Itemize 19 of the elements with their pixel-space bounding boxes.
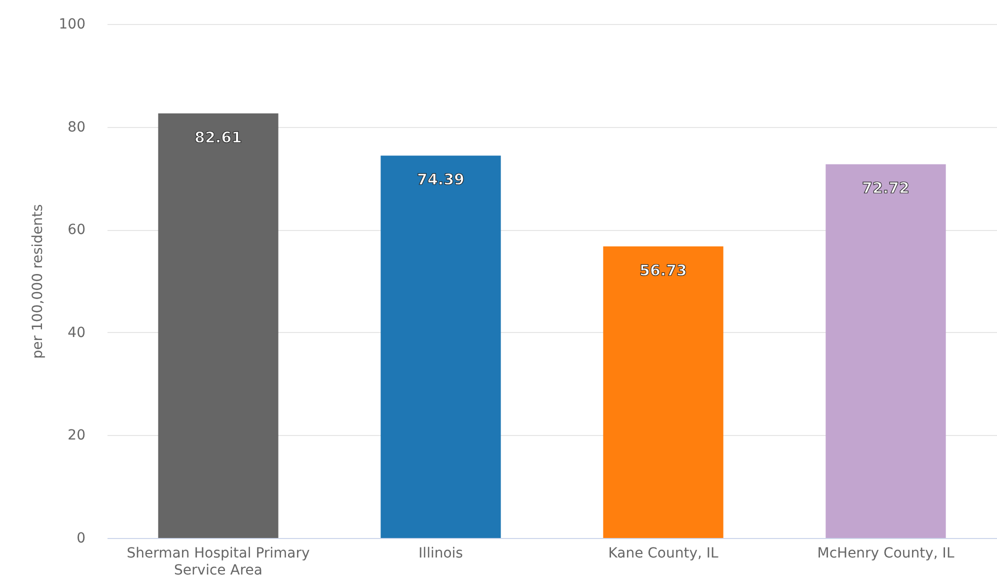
bar <box>158 113 278 538</box>
y-tick-label: 40 <box>68 324 86 341</box>
data-label: 82.61 <box>194 128 242 146</box>
x-tick-label: Illinois <box>418 546 463 562</box>
x-tick-label: Sherman Hospital Primary Service Area <box>126 546 310 578</box>
y-tick-label: 60 <box>68 222 86 238</box>
bar <box>826 164 946 538</box>
y-axis-title: per 100,000 residents <box>30 204 46 359</box>
x-tick-label: Kane County, IL <box>608 546 719 562</box>
data-label: 56.73 <box>640 261 687 280</box>
y-tick-label: 100 <box>58 16 86 32</box>
bar <box>603 246 724 538</box>
x-tick-label: McHenry County, IL <box>817 546 954 562</box>
bar <box>380 156 501 538</box>
y-tick-label: 80 <box>68 119 86 136</box>
data-label: 72.72 <box>862 179 910 198</box>
data-label: 74.39 <box>417 170 464 189</box>
y-tick-label: 20 <box>68 428 86 444</box>
y-tick-label: 0 <box>76 530 86 546</box>
